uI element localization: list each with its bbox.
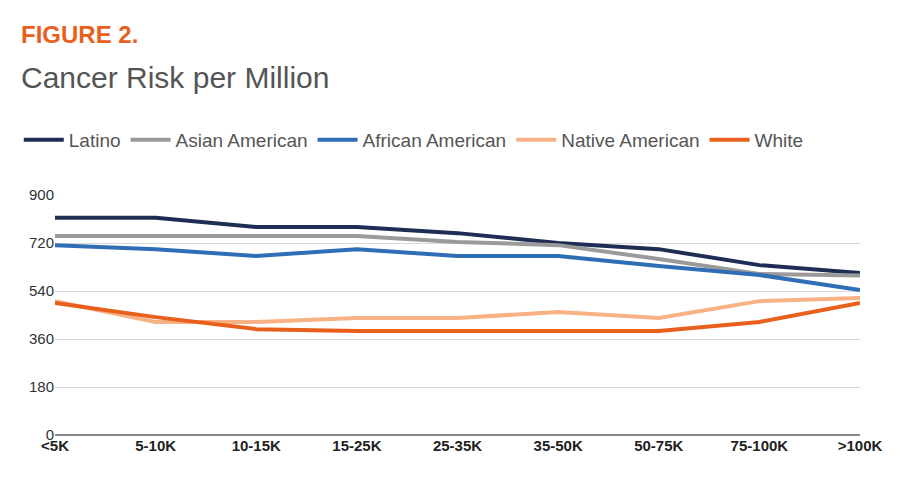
svg-text:900: 900 <box>29 186 54 203</box>
svg-text:5-10K: 5-10K <box>135 437 176 454</box>
svg-text:White: White <box>755 130 804 151</box>
svg-text:75-100K: 75-100K <box>731 437 789 454</box>
svg-text:360: 360 <box>29 330 54 347</box>
svg-text:FIGURE 2.: FIGURE 2. <box>21 21 138 48</box>
svg-text:Native American: Native American <box>561 130 699 151</box>
svg-text:25-35K: 25-35K <box>433 437 482 454</box>
svg-text:540: 540 <box>29 282 54 299</box>
svg-text:720: 720 <box>29 234 54 251</box>
svg-text:0: 0 <box>46 426 54 443</box>
svg-text:Latino: Latino <box>69 130 121 151</box>
svg-text:50-75K: 50-75K <box>634 437 683 454</box>
svg-text:Asian American: Asian American <box>176 130 308 151</box>
svg-text:10-15K: 10-15K <box>232 437 281 454</box>
svg-text:>100K: >100K <box>838 437 883 454</box>
svg-text:15-25K: 15-25K <box>332 437 381 454</box>
svg-text:180: 180 <box>29 378 54 395</box>
svg-text:35-50K: 35-50K <box>534 437 583 454</box>
svg-text:African American: African American <box>363 130 507 151</box>
svg-text:Cancer Risk per Million: Cancer Risk per Million <box>21 61 329 94</box>
svg-text:<5K: <5K <box>41 437 69 454</box>
